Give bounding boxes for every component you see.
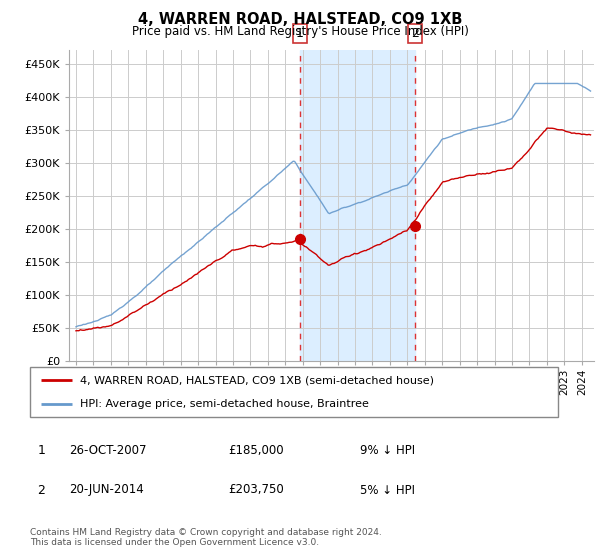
Text: £203,750: £203,750 (228, 483, 284, 497)
Text: 1: 1 (37, 444, 46, 458)
Text: 4, WARREN ROAD, HALSTEAD, CO9 1XB (semi-detached house): 4, WARREN ROAD, HALSTEAD, CO9 1XB (semi-… (80, 375, 434, 385)
Text: 2: 2 (37, 483, 46, 497)
Text: HPI: Average price, semi-detached house, Braintree: HPI: Average price, semi-detached house,… (80, 399, 369, 409)
Text: 5% ↓ HPI: 5% ↓ HPI (360, 483, 415, 497)
Text: 9% ↓ HPI: 9% ↓ HPI (360, 444, 415, 458)
FancyBboxPatch shape (30, 367, 558, 417)
Text: 26-OCT-2007: 26-OCT-2007 (69, 444, 146, 458)
Text: 4, WARREN ROAD, HALSTEAD, CO9 1XB: 4, WARREN ROAD, HALSTEAD, CO9 1XB (138, 12, 462, 27)
Text: 1: 1 (296, 27, 304, 40)
Text: 2: 2 (412, 27, 419, 40)
Text: Contains HM Land Registry data © Crown copyright and database right 2024.
This d: Contains HM Land Registry data © Crown c… (30, 528, 382, 547)
Text: Price paid vs. HM Land Registry's House Price Index (HPI): Price paid vs. HM Land Registry's House … (131, 25, 469, 38)
Text: £185,000: £185,000 (228, 444, 284, 458)
Text: 20-JUN-2014: 20-JUN-2014 (69, 483, 144, 497)
Bar (299, 50, 415, 361)
